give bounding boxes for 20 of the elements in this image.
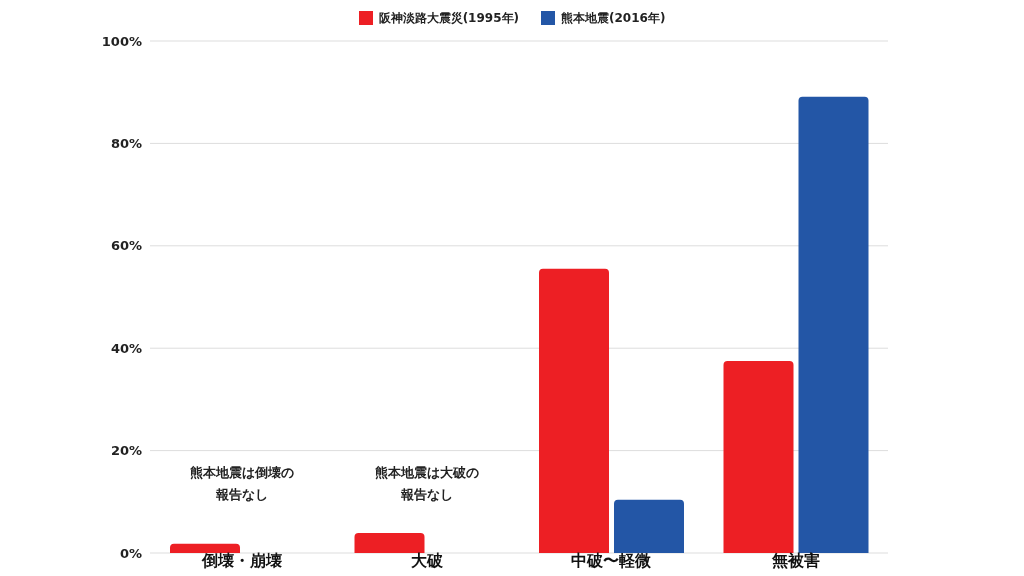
y-tick-label: 100% <box>101 33 142 49</box>
bar <box>798 96 869 553</box>
y-tick-label: 20% <box>110 443 142 459</box>
y-tick-label: 0% <box>119 545 142 561</box>
y-tick-label: 60% <box>110 238 142 254</box>
x-tick-label: 大破 <box>410 551 444 571</box>
x-tick-label: 倒壊・崩壊 <box>201 551 283 571</box>
legend-label: 阪神淡路大震災(1995年) <box>378 9 519 27</box>
y-tick-label: 80% <box>110 136 142 152</box>
annotation: 熊本地震は倒壊の報告なし <box>190 465 295 503</box>
bar <box>170 543 240 553</box>
x-tick-label: 無被害 <box>770 551 820 571</box>
x-tick-label: 中破〜軽微 <box>571 551 653 571</box>
bar <box>354 533 425 553</box>
annotation: 熊本地震は大破の報告なし <box>374 465 479 503</box>
bar <box>539 268 609 553</box>
bar <box>723 361 794 553</box>
bar <box>614 499 684 553</box>
y-tick-label: 40% <box>110 340 142 356</box>
legend-label: 熊本地震(2016年) <box>561 9 666 27</box>
